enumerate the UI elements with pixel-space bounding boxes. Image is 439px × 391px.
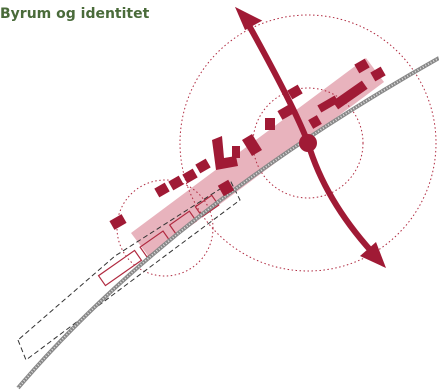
node — [299, 134, 317, 152]
title: Byrum og identitet — [0, 6, 150, 22]
arrowhead-north — [234, 6, 263, 31]
buildings — [109, 58, 386, 230]
platform-outline — [17, 181, 241, 361]
arrowhead-south — [360, 242, 386, 268]
radius-local — [116, 179, 214, 277]
railway-ties — [17, 57, 439, 389]
radius-large — [179, 14, 437, 272]
railway — [16, 56, 439, 390]
zone — [131, 58, 384, 257]
